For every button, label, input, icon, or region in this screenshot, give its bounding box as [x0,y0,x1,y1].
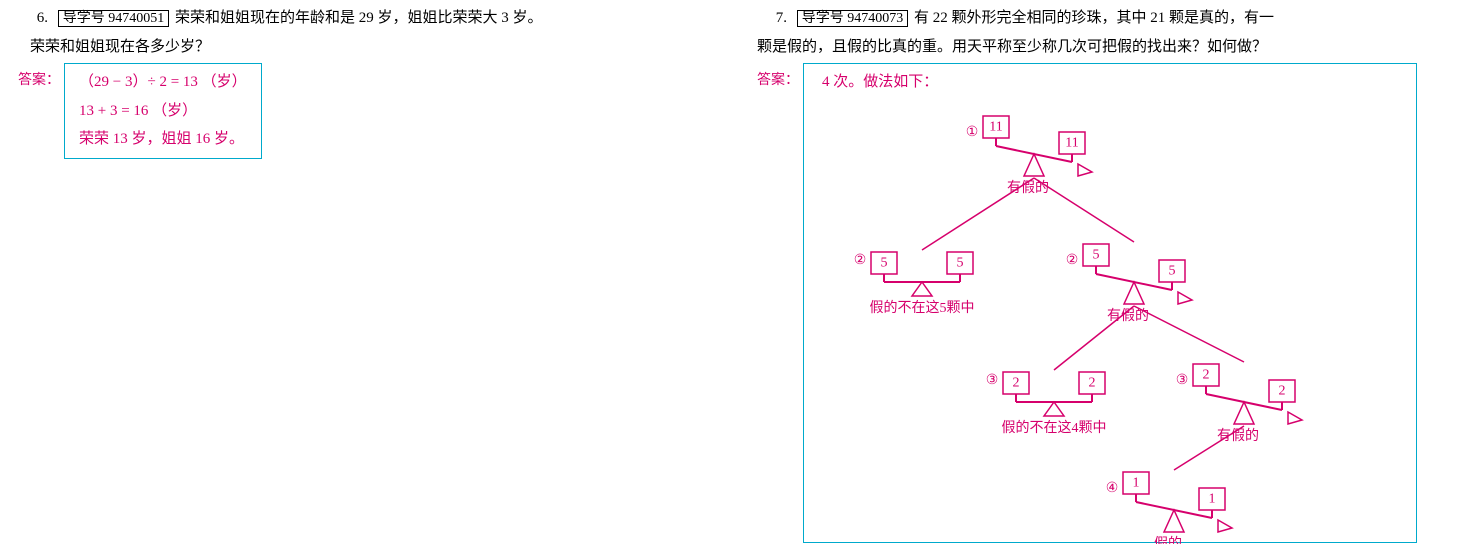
q6-line1: 6. 导学号 94740051 荣荣和姐姐现在的年龄和是 29 岁，姐姐比荣荣大… [18,4,727,33]
q7-number: 7. [757,4,787,33]
svg-text:②: ② [1066,253,1079,268]
q7-intro: 4 次。做法如下： [822,70,938,91]
q6-number: 6. [18,4,48,33]
q7-tag: 导学号 94740073 [797,10,909,27]
svg-text:11: 11 [1065,136,1078,151]
svg-text:④: ④ [1106,481,1119,496]
svg-text:5: 5 [1169,264,1176,279]
q6-tag: 导学号 94740051 [58,10,170,27]
answer-label: 答案： [757,63,799,89]
svg-text:②: ② [854,253,867,268]
q6-ans-line: （29 − 3）÷ 2 = 13 （岁） [79,68,247,97]
question-6: 6. 导学号 94740051 荣荣和姐姐现在的年龄和是 29 岁，姐姐比荣荣大… [0,0,739,547]
svg-text:5: 5 [957,256,964,271]
q6-answer-box: （29 − 3）÷ 2 = 13 （岁） 13 + 3 = 16 （岁） 荣荣 … [64,63,262,159]
svg-text:③: ③ [986,373,999,388]
tree-diagram: 1111①有假的55②假的不在这5颗中55②有假的22③假的不在这4颗中22③有… [804,92,1418,544]
q7-line1: 7. 导学号 94740073 有 22 颗外形完全相同的珍珠，其中 21 颗是… [757,4,1466,33]
svg-text:假的不在这4颗中: 假的不在这4颗中 [1002,419,1107,436]
svg-text:5: 5 [1093,248,1100,263]
svg-text:假的: 假的 [1154,536,1182,544]
svg-text:2: 2 [1203,368,1210,383]
answer-label: 答案： [18,63,60,89]
svg-text:11: 11 [989,120,1002,135]
q6-ans-line: 13 + 3 = 16 （岁） [79,97,247,126]
q7-text1: 有 22 颗外形完全相同的珍珠，其中 21 颗是真的，有一 [914,10,1274,26]
q7-answer-box: 4 次。做法如下： 1111①有假的55②假的不在这5颗中55②有假的22③假的… [803,63,1417,543]
svg-text:1: 1 [1133,476,1140,491]
svg-text:2: 2 [1089,376,1096,391]
q6-text1: 荣荣和姐姐现在的年龄和是 29 岁，姐姐比荣荣大 3 岁。 [175,10,543,26]
q6-text2: 荣荣和姐姐现在各多少岁？ [18,33,727,62]
svg-text:5: 5 [881,256,888,271]
svg-text:假的不在这5颗中: 假的不在这5颗中 [870,299,975,316]
q7-text2: 颗是假的，且假的比真的重。用天平称至少称几次可把假的找出来？如何做？ [757,33,1466,62]
q6-ans-line: 荣荣 13 岁，姐姐 16 岁。 [79,125,247,154]
svg-text:2: 2 [1279,384,1286,399]
svg-text:①: ① [966,125,979,140]
question-7: 7. 导学号 94740073 有 22 颗外形完全相同的珍珠，其中 21 颗是… [739,0,1478,547]
svg-text:③: ③ [1176,373,1189,388]
svg-text:2: 2 [1013,376,1020,391]
svg-text:1: 1 [1209,492,1216,507]
